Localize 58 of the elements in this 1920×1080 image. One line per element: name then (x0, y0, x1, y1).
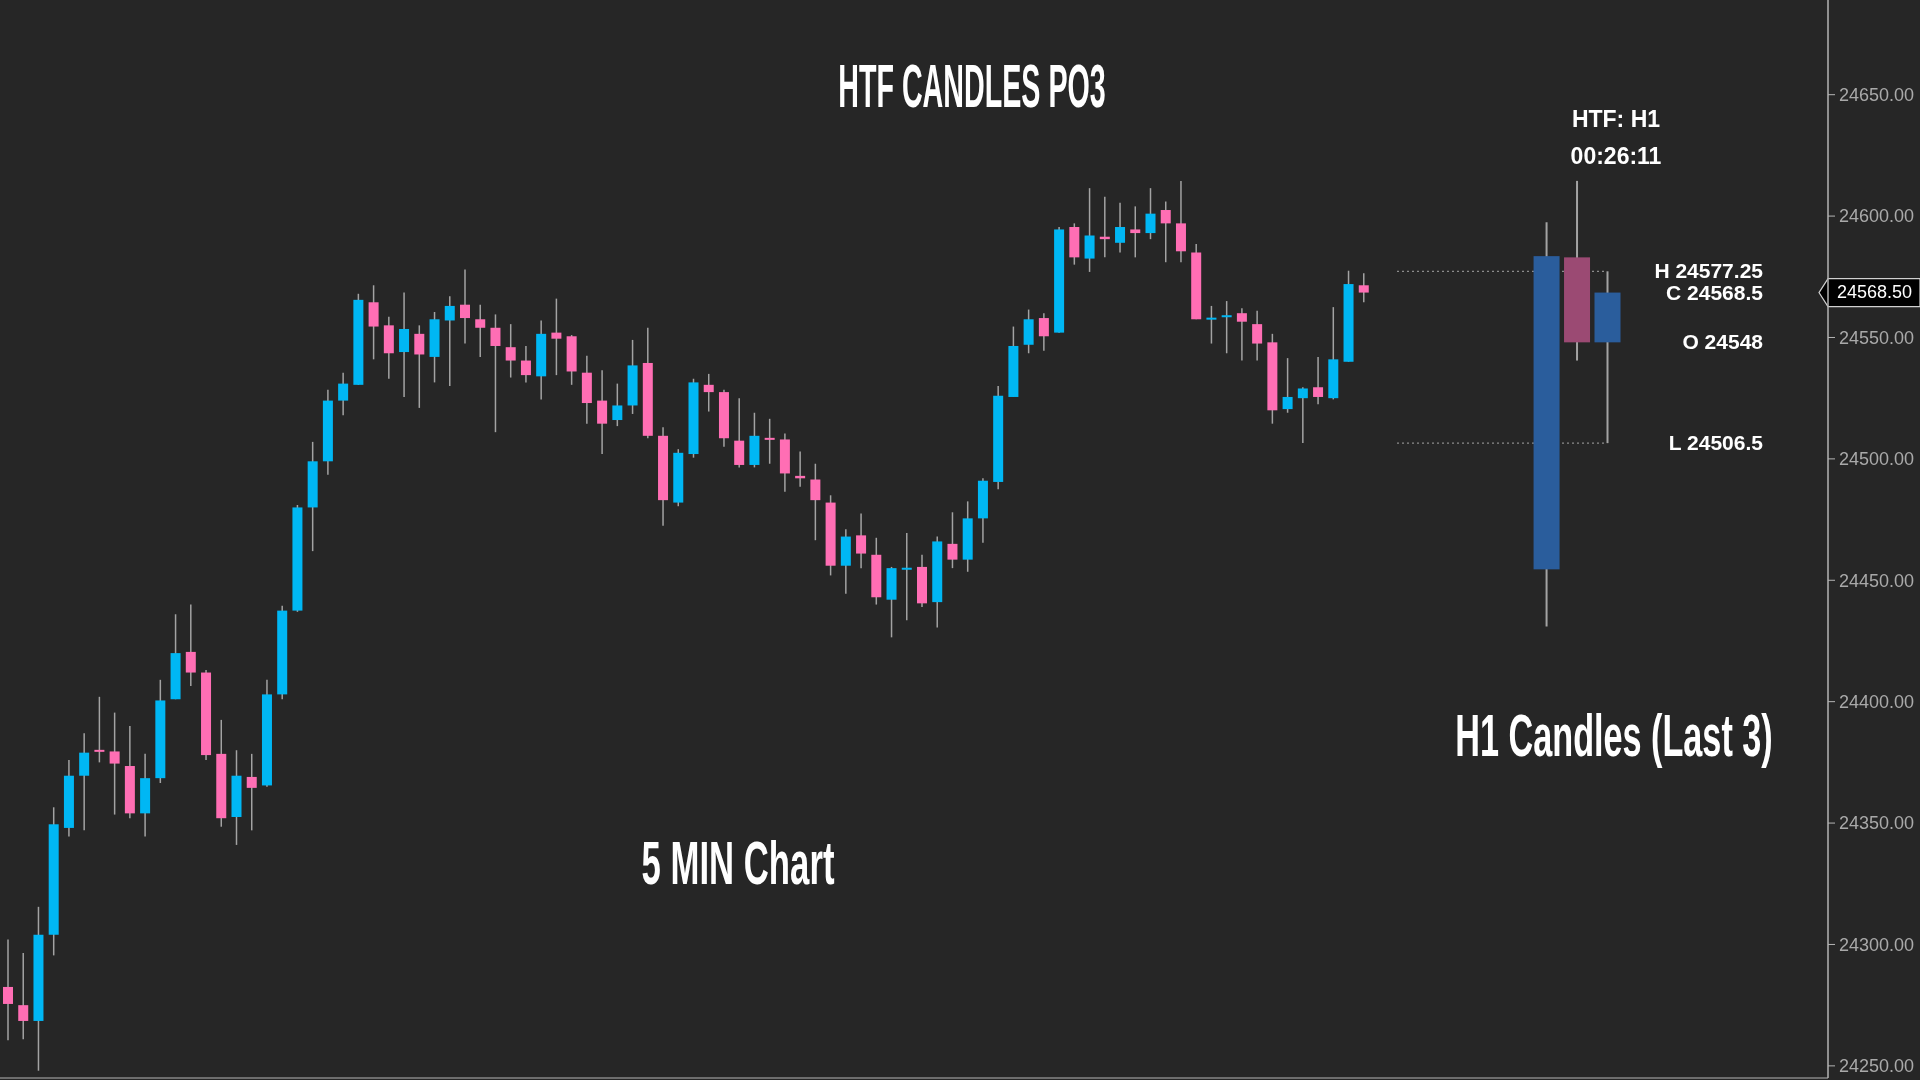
candlestick (856, 512, 867, 569)
candlestick (551, 297, 562, 376)
candlestick (1282, 357, 1293, 414)
candlestick (764, 418, 775, 465)
candlestick (399, 291, 410, 398)
candlestick (1313, 356, 1324, 405)
candlestick (1236, 307, 1247, 362)
y2-tick-label: 24400.00 (1839, 692, 1915, 713)
candlestick (810, 462, 821, 541)
candlestick (505, 323, 516, 379)
candlestick (490, 313, 501, 433)
annotation: O 24548 (1682, 330, 1763, 354)
candlestick (612, 382, 623, 427)
candlestick (460, 268, 470, 345)
y2-tick-label: 24350.00 (1839, 813, 1915, 834)
candlestick (1358, 272, 1369, 304)
annotation: HTF: H1 (1571, 105, 1661, 133)
text: 24568.50 (1837, 281, 1913, 303)
candlestick (444, 295, 455, 387)
candlestick (475, 303, 486, 358)
candlestick (1145, 187, 1156, 240)
candlestick (18, 952, 29, 1040)
y2-tick-label: 24450.00 (1839, 570, 1915, 591)
candlestick (1160, 200, 1171, 263)
candlestick (901, 532, 912, 622)
candlestick (520, 345, 531, 384)
annotation: 5 MIN Chart (641, 827, 835, 899)
ref-line-label: H 24577.25 (1654, 259, 1763, 283)
candlestick (703, 373, 714, 413)
text: HTF CANDLES PO3 (838, 50, 1106, 122)
y2-tick-label: 24500.00 (1839, 449, 1915, 470)
candlestick (94, 696, 105, 764)
candlestick (1297, 386, 1308, 444)
candlestick (79, 732, 90, 832)
y2-tick-label: 24650.00 (1839, 85, 1915, 106)
candlestick (1130, 205, 1141, 259)
candlestick (185, 603, 196, 687)
candlestick (3, 938, 13, 1042)
candlestick (597, 369, 608, 455)
candlestick (1252, 310, 1263, 362)
y2-tick-label: 24250.00 (1839, 1056, 1915, 1077)
ref-line-label: L 24506.5 (1668, 431, 1763, 455)
candlestick (109, 711, 120, 816)
candlestick (1038, 312, 1049, 352)
annotation: H1 Candles (Last 3) (1455, 700, 1773, 770)
candlestick (414, 324, 425, 409)
candlestick (246, 753, 257, 832)
y2-tick-label: 24550.00 (1839, 327, 1915, 348)
candlestick (338, 371, 349, 416)
candlestick (1084, 187, 1095, 273)
candlestick (947, 511, 958, 569)
annotation: C 24568.5 (1666, 281, 1763, 305)
y2-tick-label: 24300.00 (1839, 934, 1915, 955)
candlestick (1221, 300, 1232, 355)
candlestick (1115, 201, 1126, 254)
candlestick (1206, 305, 1217, 345)
annotation: 00:26:11 (1570, 142, 1662, 170)
y2-tick-label: 24600.00 (1839, 206, 1915, 227)
